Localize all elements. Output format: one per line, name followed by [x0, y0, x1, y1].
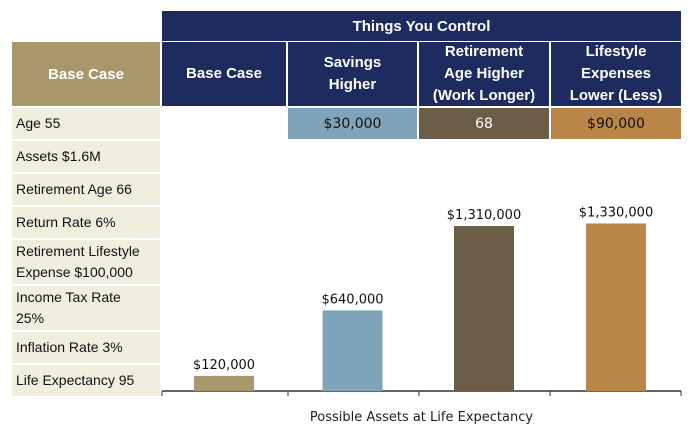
scenario-value-cell: $30,000: [288, 108, 417, 139]
column-header-line: Retirement: [444, 43, 524, 60]
column-header-2: Savings Higher: [288, 42, 417, 106]
assumption-row: Return Rate 6%: [12, 207, 160, 238]
bar-4: [586, 223, 646, 391]
scenario-value-cell: $90,000: [551, 108, 681, 139]
assumption-text: Income Tax Rate: [16, 289, 121, 305]
assumption-text: Life Expectancy 95: [16, 372, 135, 388]
assumption-text: 25%: [16, 310, 45, 326]
assumption-text: Assets $1.6M: [16, 148, 101, 164]
bar-value-label: $120,000: [193, 358, 255, 373]
column-header-1: Base Case: [162, 42, 286, 106]
assumption-row: Age 55: [12, 108, 160, 139]
column-header-line: Higher: [328, 76, 377, 93]
assumption-text: Return Rate 6%: [16, 214, 116, 230]
column-header-line: Savings: [323, 54, 382, 71]
x-axis-caption: Possible Assets at Life Expectancy: [309, 410, 534, 425]
assumption-row: Assets $1.6M: [12, 141, 160, 172]
assumption-row: Inflation Rate 3%: [12, 332, 160, 363]
column-header-line: Base Case: [186, 65, 262, 82]
assumption-row: Retirement Lifestyle Expense $100,000: [12, 240, 160, 284]
column-header-line: Lower (Less): [569, 87, 663, 104]
bar-value-label: $640,000: [321, 292, 383, 307]
assumption-text: Inflation Rate 3%: [16, 339, 123, 355]
assumption-row: Retirement Age 66: [12, 174, 160, 205]
things-you-control-header: Things You Control: [162, 11, 681, 41]
column-header-3: Retirement Age Higher (Work Longer): [419, 42, 549, 106]
bar-value-label: $1,310,000: [447, 208, 521, 223]
column-header-line: Lifestyle: [585, 43, 647, 60]
column-header-4: Lifestyle Expenses Lower (Less): [551, 42, 681, 106]
assumption-row: Income Tax Rate 25%: [12, 286, 160, 330]
assumption-row: Life Expectancy 95: [12, 365, 160, 396]
assumption-text: Age 55: [16, 115, 61, 131]
bar-value-label: $1,330,000: [579, 205, 653, 220]
assumption-text: Retirement Lifestyle: [16, 243, 140, 259]
scenario-value-cell: 68: [419, 108, 549, 139]
bar-3: [454, 226, 514, 391]
column-header-line: Age Higher: [443, 65, 524, 82]
bar-1: [194, 375, 254, 391]
base-case-header: Base Case: [12, 42, 160, 106]
assumption-text: Retirement Age 66: [16, 181, 132, 197]
assumption-text: Expense $100,000: [16, 264, 133, 280]
column-header-line: Expenses: [580, 65, 652, 82]
bar-2: [322, 310, 383, 391]
column-header-line: (Work Longer): [432, 87, 536, 104]
